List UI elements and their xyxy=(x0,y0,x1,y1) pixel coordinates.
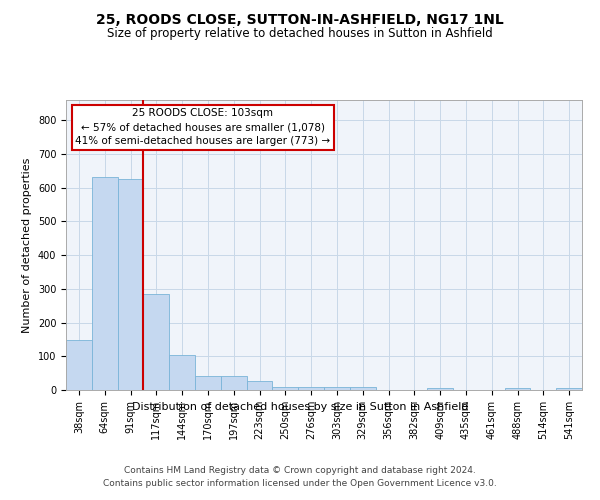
Bar xyxy=(350,386,376,390)
Bar xyxy=(195,376,221,390)
Bar xyxy=(118,178,143,390)
Bar xyxy=(272,386,298,390)
Text: 25 ROODS CLOSE: 103sqm
← 57% of detached houses are smaller (1,078)
41% of semi-: 25 ROODS CLOSE: 103sqm ← 57% of detached… xyxy=(75,108,331,146)
Bar xyxy=(66,340,92,390)
Text: 25, ROODS CLOSE, SUTTON-IN-ASHFIELD, NG17 1NL: 25, ROODS CLOSE, SUTTON-IN-ASHFIELD, NG1… xyxy=(96,12,504,26)
Bar xyxy=(324,388,350,390)
Bar xyxy=(505,388,530,390)
Y-axis label: Number of detached properties: Number of detached properties xyxy=(22,158,32,332)
Bar xyxy=(221,376,247,390)
Bar xyxy=(247,381,272,390)
Text: Contains public sector information licensed under the Open Government Licence v3: Contains public sector information licen… xyxy=(103,479,497,488)
Bar xyxy=(298,386,324,390)
Bar xyxy=(92,177,118,390)
Text: Distribution of detached houses by size in Sutton in Ashfield: Distribution of detached houses by size … xyxy=(132,402,468,412)
Bar xyxy=(556,388,582,390)
Bar xyxy=(169,356,195,390)
Bar xyxy=(427,388,453,390)
Text: Size of property relative to detached houses in Sutton in Ashfield: Size of property relative to detached ho… xyxy=(107,28,493,40)
Text: Contains HM Land Registry data © Crown copyright and database right 2024.: Contains HM Land Registry data © Crown c… xyxy=(124,466,476,475)
Bar xyxy=(143,294,169,390)
